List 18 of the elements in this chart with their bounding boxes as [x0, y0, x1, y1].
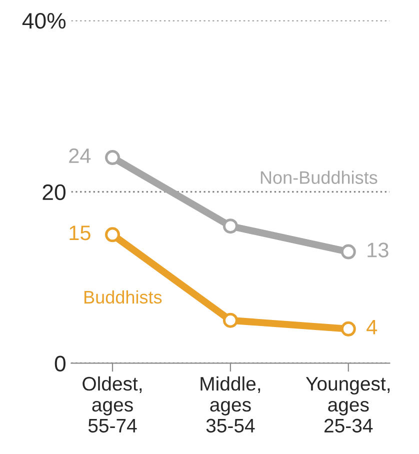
x-tick-label: Youngest, ages 25-34 — [306, 377, 390, 433]
y-tick-label: 40% — [22, 12, 66, 29]
data-label: 13 — [368, 242, 388, 258]
y-tick-label: 20 — [42, 184, 66, 200]
x-tick-label: Oldest, ages 55-74 — [82, 376, 142, 433]
text: Non-Buddhists — [260, 170, 378, 184]
point — [340, 321, 356, 336]
series-label: Buddhists — [84, 290, 162, 304]
point — [105, 227, 120, 242]
data-label: 24 — [69, 148, 91, 163]
point — [105, 150, 120, 166]
point — [340, 244, 356, 260]
data-label: 15 — [70, 226, 90, 240]
point — [222, 218, 238, 234]
data-label: 4 — [366, 320, 378, 334]
y-tick-label: 0 — [54, 356, 66, 372]
point — [222, 312, 238, 328]
x-tick-label: Middle, ages 35-54 — [200, 376, 260, 433]
